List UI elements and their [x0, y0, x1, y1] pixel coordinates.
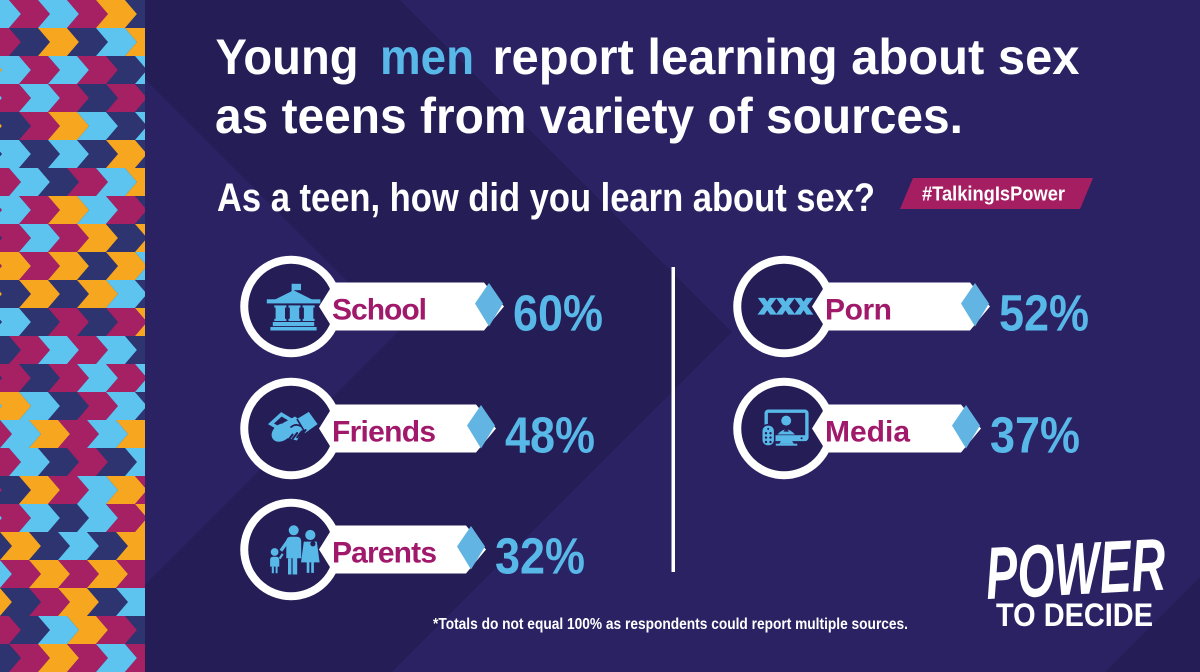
- svg-text:Friends: Friends: [332, 416, 436, 449]
- svg-text:men: men: [380, 29, 474, 85]
- svg-text:Media: Media: [825, 416, 910, 449]
- svg-text:As a teen, how did you learn a: As a teen, how did you learn about sex?: [217, 176, 875, 220]
- svg-text:37%: 37%: [990, 407, 1080, 464]
- svg-text:60%: 60%: [513, 285, 603, 342]
- svg-text:#TalkingIsPower: #TalkingIsPower: [922, 183, 1065, 206]
- svg-text:Parents: Parents: [332, 537, 437, 570]
- svg-text:*Totals do not equal 100% as r: *Totals do not equal 100% as respondents…: [433, 616, 908, 633]
- svg-text:POWER: POWER: [983, 523, 1167, 615]
- svg-text:School: School: [332, 294, 427, 327]
- svg-text:Young: Young: [216, 29, 359, 85]
- svg-text:52%: 52%: [999, 285, 1089, 342]
- svg-text:report learning about sex: report learning about sex: [493, 29, 1080, 85]
- svg-text:as teens from variety of sourc: as teens from variety of sources.: [215, 88, 963, 144]
- svg-text:TO DECIDE: TO DECIDE: [996, 597, 1153, 633]
- svg-text:48%: 48%: [505, 407, 595, 464]
- svg-text:32%: 32%: [495, 528, 585, 585]
- svg-text:xxx: xxx: [760, 289, 812, 320]
- svg-text:Porn: Porn: [825, 294, 892, 327]
